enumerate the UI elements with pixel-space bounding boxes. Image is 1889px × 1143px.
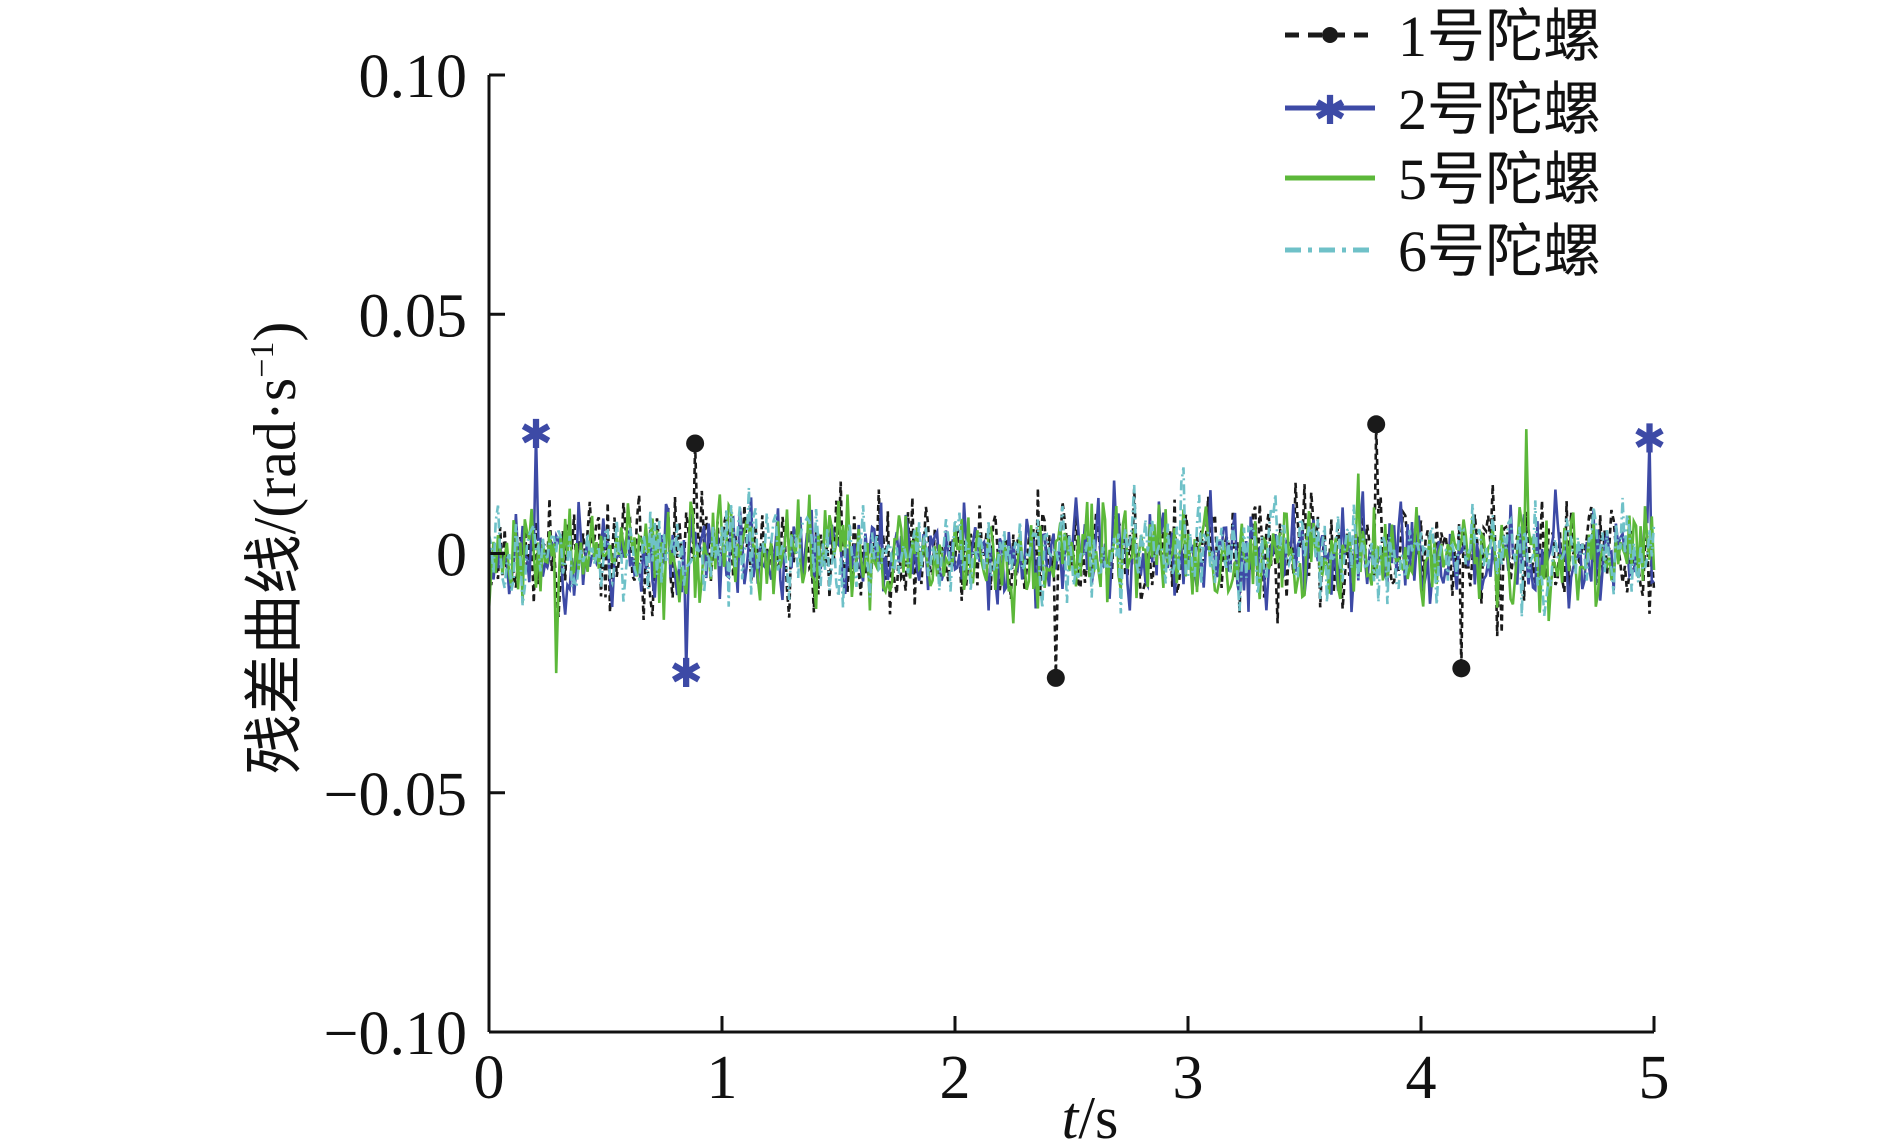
legend-item-3: 5号陀螺 [1285,147,1601,212]
y-tick-group: 0.10 0.05 0 −0.05 −0.10 [324,43,505,1068]
y-tick-label: 0.05 [359,282,468,350]
legend: 1号陀螺 ✱ 2号陀螺 5号陀螺 6号陀螺 [1285,4,1601,284]
x-axis-title-unit: /s [1078,1085,1118,1143]
series-line-4 [487,467,1656,617]
x-tick-label: 4 [1406,1044,1437,1112]
plot-series-group: ✱ ✱ ✱ [487,412,1667,696]
legend-label-2: 2号陀螺 [1398,77,1601,142]
x-axis-title-var: t [1062,1085,1080,1143]
series-2-point: ✱ [669,651,703,696]
x-axis-title: t/s [1062,1085,1119,1143]
series-1-point [1046,668,1065,687]
legend-label-4: 6号陀螺 [1398,219,1601,284]
x-tick-label: 0 [474,1044,505,1112]
y-tick-label: −0.05 [324,761,467,829]
series-2-point: ✱ [519,412,553,457]
y-axis-title-close: ) [242,322,308,342]
y-axis-title-sup: −1 [244,342,281,378]
series-2-point: ✱ [1633,417,1667,462]
legend-item-1: 1号陀螺 [1285,4,1601,69]
y-tick-label: 0 [436,522,467,590]
series-1-point [1367,415,1386,434]
legend-item-2: ✱ 2号陀螺 [1285,77,1601,142]
legend-label-1: 1号陀螺 [1398,4,1601,69]
y-axis-title-main: 残差曲线/(rad·s [242,378,308,775]
legend-marker-1 [1322,27,1338,43]
legend-item-4: 6号陀螺 [1285,219,1601,284]
legend-marker-2: ✱ [1313,88,1347,133]
x-tick-group: 0 1 2 3 4 5 [474,1016,1670,1112]
x-tick-label: 1 [707,1044,738,1112]
x-tick-label: 5 [1639,1044,1670,1112]
series-1-point [686,434,705,453]
x-tick-label: 2 [940,1044,971,1112]
x-tick-label: 3 [1173,1044,1204,1112]
y-axis-title: 残差曲线/(rad·s−1) [242,322,308,775]
series-1-point [1452,659,1471,678]
y-tick-label: −0.10 [324,1000,467,1068]
y-tick-label: 0.10 [359,43,468,111]
legend-label-3: 5号陀螺 [1398,147,1601,212]
series-line-3 [487,429,1656,674]
